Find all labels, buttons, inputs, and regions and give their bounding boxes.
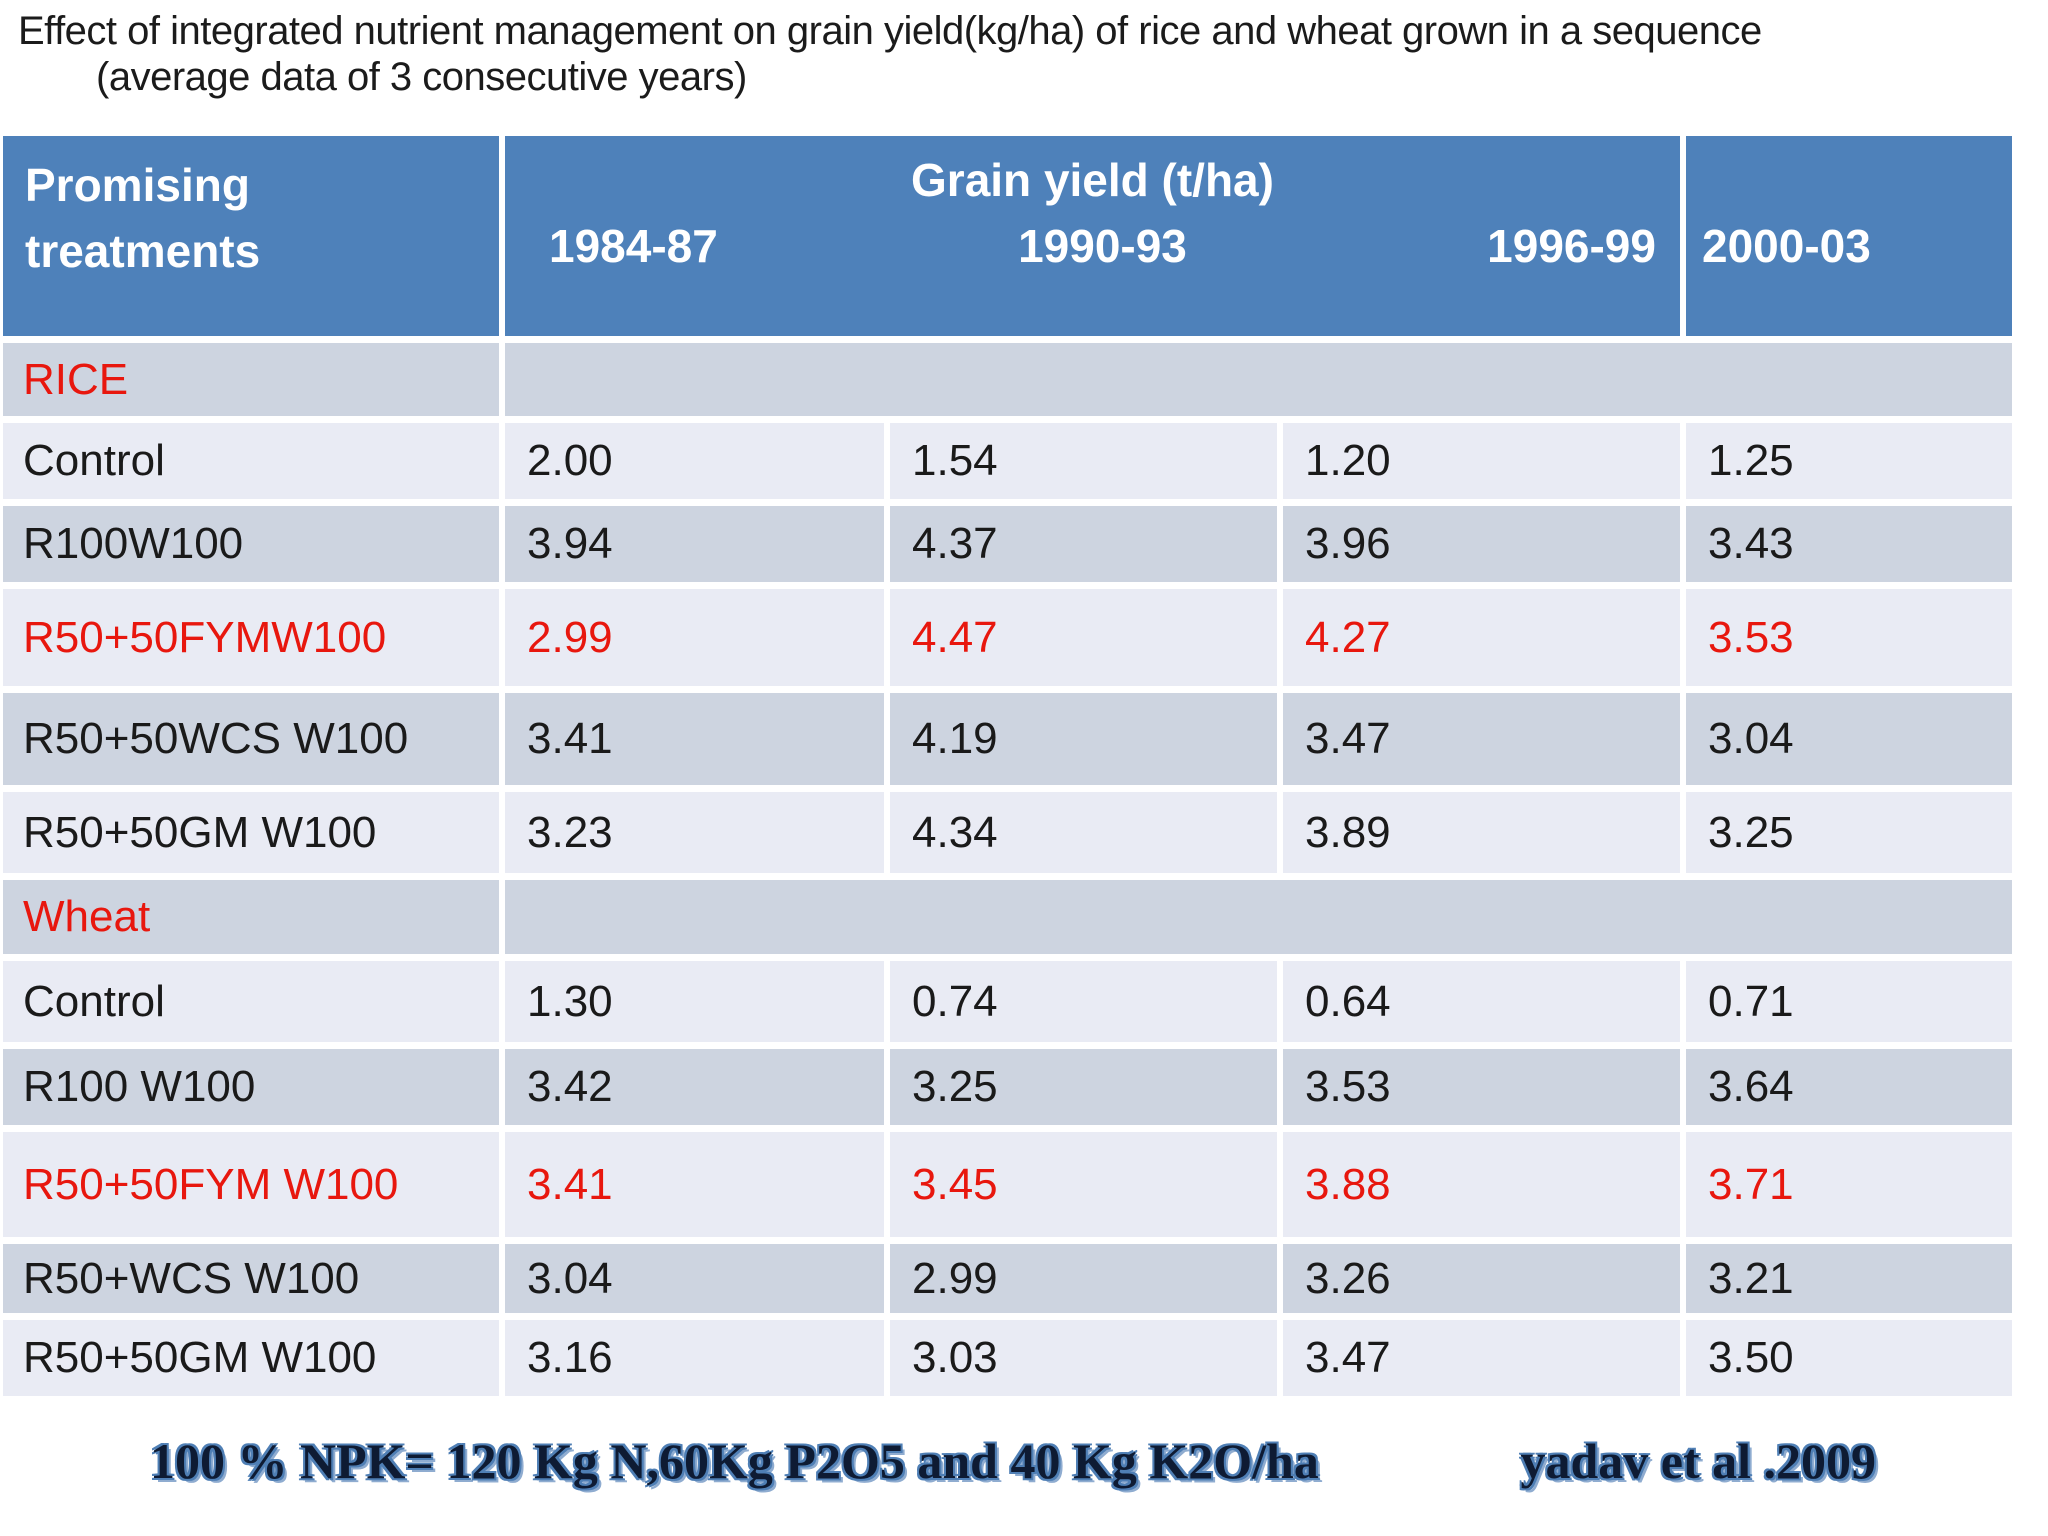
yield-value: 3.03 — [890, 1320, 1277, 1396]
title-line-2: (average data of 3 consecutive years) — [96, 55, 747, 99]
yield-value: 3.04 — [505, 1244, 884, 1313]
title-line-1: Effect of integrated nutrient management… — [18, 9, 1762, 53]
yield-value: 4.27 — [1283, 589, 1680, 686]
row-label: R100W100 — [3, 506, 499, 582]
year-header-1996-99: 1996-99 — [1487, 220, 1656, 272]
yield-value: 3.47 — [1283, 1320, 1680, 1396]
yield-value: 4.34 — [890, 792, 1277, 873]
row-label: R50+50WCS W100 — [3, 693, 499, 785]
yield-value: 3.53 — [1283, 1049, 1680, 1125]
npk-note: 100 % NPK= 120 Kg N,60Kg P2O5 and 40 Kg … — [150, 1433, 1319, 1489]
row-label: R50+50GM W100 — [3, 792, 499, 873]
year-headers: 1984-87 1990-93 1996-99 — [505, 208, 1680, 270]
year-header-1990-93: 1990-93 — [1018, 220, 1187, 272]
section-label-wheat: Wheat — [3, 880, 499, 954]
yield-value: 3.21 — [1686, 1244, 2012, 1313]
yield-value: 3.26 — [1283, 1244, 1680, 1313]
yield-value: 3.41 — [505, 1132, 884, 1237]
yield-value: 1.30 — [505, 961, 884, 1042]
yield-value: 3.23 — [505, 792, 884, 873]
yield-value: 2.00 — [505, 423, 884, 499]
section-label-rice: RICE — [3, 343, 499, 416]
yield-value: 3.47 — [1283, 693, 1680, 785]
yield-value: 3.50 — [1686, 1320, 2012, 1396]
yield-value: 3.16 — [505, 1320, 884, 1396]
yield-value: 3.53 — [1686, 589, 2012, 686]
row-label: Control — [3, 961, 499, 1042]
yield-value: 2.99 — [890, 1244, 1277, 1313]
row-label: R100 W100 — [3, 1049, 499, 1125]
row-label: R50+50FYMW100 — [3, 589, 499, 686]
row-label: R50+50FYM W100 — [3, 1132, 499, 1237]
section-row-fill — [505, 880, 2012, 954]
year-header-1984-87: 1984-87 — [549, 220, 718, 272]
yield-value: 4.47 — [890, 589, 1277, 686]
yield-value: 3.04 — [1686, 693, 2012, 785]
yield-value: 3.41 — [505, 693, 884, 785]
promising-treatments-header: Promising treatments — [3, 136, 499, 336]
yield-value: 3.42 — [505, 1049, 884, 1125]
promising-treatments-label: Promising treatments — [25, 159, 261, 277]
row-label: Control — [3, 423, 499, 499]
yield-value: 3.96 — [1283, 506, 1680, 582]
yield-value: 3.89 — [1283, 792, 1680, 873]
year-header-2000-03: 2000-03 — [1686, 136, 2012, 336]
yield-value: 1.25 — [1686, 423, 2012, 499]
yield-value: 3.45 — [890, 1132, 1277, 1237]
yield-value: 2.99 — [505, 589, 884, 686]
yield-value: 3.43 — [1686, 506, 2012, 582]
row-label: R50+50GM W100 — [3, 1320, 499, 1396]
grain-yield-title: Grain yield (t/ha) — [911, 154, 1274, 206]
yield-value: 3.25 — [890, 1049, 1277, 1125]
citation: yadav et al .2009 — [1520, 1433, 1876, 1489]
yield-value: 1.54 — [890, 423, 1277, 499]
yield-value: 3.88 — [1283, 1132, 1680, 1237]
yield-value: 4.19 — [890, 693, 1277, 785]
yield-value: 4.37 — [890, 506, 1277, 582]
yield-value: 0.71 — [1686, 961, 2012, 1042]
yield-value: 0.74 — [890, 961, 1277, 1042]
section-row-fill — [505, 343, 2012, 416]
yield-value: 3.64 — [1686, 1049, 2012, 1125]
grain-yield-table: Promising treatments Grain yield (t/ha) … — [3, 136, 2013, 1396]
footer-note: 100 % NPK= 120 Kg N,60Kg P2O5 and 40 Kg … — [0, 1424, 2048, 1498]
grain-yield-header: Grain yield (t/ha) 1984-87 1990-93 1996-… — [505, 136, 1680, 336]
row-label: R50+WCS W100 — [3, 1244, 499, 1313]
yield-value: 1.20 — [1283, 423, 1680, 499]
yield-value: 3.71 — [1686, 1132, 2012, 1237]
slide-title: Effect of integrated nutrient management… — [18, 8, 2008, 100]
yield-value: 0.64 — [1283, 961, 1680, 1042]
yield-value: 3.25 — [1686, 792, 2012, 873]
yield-value: 3.94 — [505, 506, 884, 582]
